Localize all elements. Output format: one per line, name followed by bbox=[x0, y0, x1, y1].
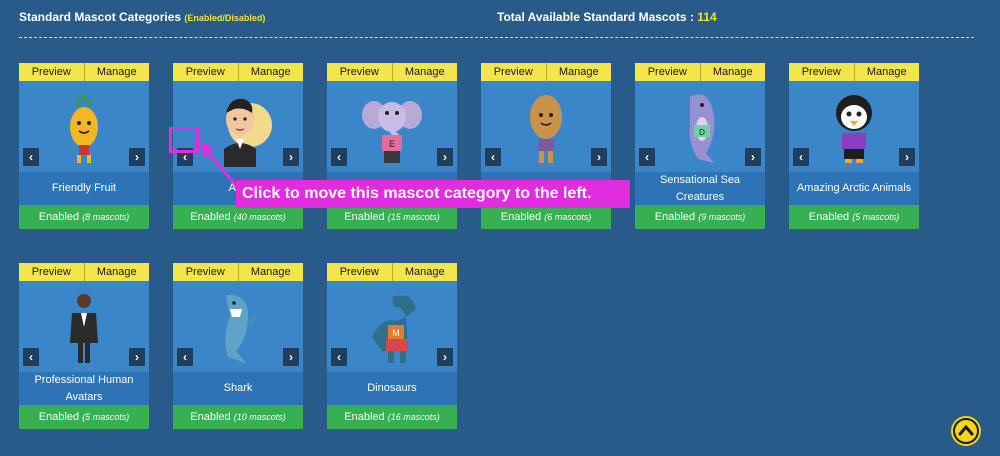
total-count: 114 bbox=[697, 10, 717, 24]
svg-text:M: M bbox=[392, 328, 400, 338]
categories-title: Standard Mascot Categories bbox=[19, 10, 182, 24]
header-divider bbox=[19, 37, 974, 38]
penguin-mascot-icon bbox=[836, 95, 872, 163]
preview-tab[interactable]: Preview bbox=[789, 63, 855, 81]
category-name: Sensational Sea Creatures bbox=[635, 172, 765, 205]
total-label: Total Available Standard Mascots : bbox=[497, 10, 694, 24]
preview-tab[interactable]: Preview bbox=[19, 63, 85, 81]
move-right-button[interactable]: › bbox=[437, 348, 453, 366]
highlight-box bbox=[169, 127, 199, 153]
elephant-mascot-icon: E bbox=[362, 101, 422, 163]
preview-tab[interactable]: Preview bbox=[173, 263, 239, 281]
tutorial-callout: Click to move this mascot category to th… bbox=[236, 180, 630, 208]
status-badge[interactable]: Enabled (16 mascots) bbox=[327, 405, 457, 429]
manage-tab[interactable]: Manage bbox=[250, 66, 291, 78]
manage-tab[interactable]: Manage bbox=[96, 66, 137, 78]
status-badge[interactable]: Enabled (40 mascots) bbox=[173, 205, 303, 229]
callout-arrow-icon bbox=[200, 142, 242, 191]
move-left-button[interactable]: ‹ bbox=[331, 148, 347, 166]
category-card: Preview Manage ‹ › Friendly Fruit Enabled… bbox=[19, 63, 149, 229]
manage-tab[interactable]: Manage bbox=[866, 66, 907, 78]
move-right-button[interactable]: › bbox=[591, 148, 607, 166]
manage-tab[interactable]: Manage bbox=[404, 266, 445, 278]
category-card: Preview Manage D ‹ › Sensational Sea Crea… bbox=[635, 63, 765, 229]
preview-tab[interactable]: Preview bbox=[481, 63, 547, 81]
shark-mascot-icon bbox=[225, 294, 258, 363]
preview-tab[interactable]: Preview bbox=[19, 263, 85, 281]
manage-tab[interactable]: Manage bbox=[558, 66, 599, 78]
status-badge[interactable]: Enabled (10 mascots) bbox=[173, 405, 303, 429]
move-left-button[interactable]: ‹ bbox=[485, 148, 501, 166]
move-right-button[interactable]: › bbox=[283, 348, 299, 366]
status-badge[interactable]: Enabled (6 mascots) bbox=[481, 205, 611, 229]
category-name: Dinosaurs bbox=[327, 372, 457, 405]
move-right-button[interactable]: › bbox=[745, 148, 761, 166]
category-card: Preview Manage ‹ › Professional Human Ava… bbox=[19, 263, 149, 429]
page-header: Standard Mascot Categories (Enabled/Disa… bbox=[19, 10, 975, 26]
category-name: Amazing Arctic Animals bbox=[789, 172, 919, 205]
preview-tab[interactable]: Preview bbox=[327, 263, 393, 281]
move-right-button[interactable]: › bbox=[283, 148, 299, 166]
category-name: Professional Human Avatars bbox=[19, 372, 149, 405]
move-right-button[interactable]: › bbox=[129, 348, 145, 366]
preview-tab[interactable]: Preview bbox=[327, 63, 393, 81]
move-left-button[interactable]: ‹ bbox=[177, 348, 193, 366]
category-card: Preview Manage ‹ › Amazing Arctic Animals… bbox=[789, 63, 919, 229]
status-badge[interactable]: Enabled (8 mascots) bbox=[19, 205, 149, 229]
avatar-man-mascot-icon bbox=[224, 98, 272, 167]
move-right-button[interactable]: › bbox=[899, 148, 915, 166]
move-left-button[interactable]: ‹ bbox=[793, 148, 809, 166]
scroll-to-top-button[interactable] bbox=[951, 416, 981, 446]
potato-mascot-icon bbox=[530, 95, 562, 163]
dolphin-mascot-icon: D bbox=[689, 94, 715, 163]
manage-tab[interactable]: Manage bbox=[250, 266, 291, 278]
dinosaur-mascot-icon: M bbox=[372, 295, 416, 363]
manage-tab[interactable]: Manage bbox=[712, 66, 753, 78]
move-left-button[interactable]: ‹ bbox=[23, 148, 39, 166]
categories-subtitle: (Enabled/Disabled) bbox=[184, 13, 266, 23]
category-card: Preview Manage M ‹ › Dinosaurs Enabled (1… bbox=[327, 263, 457, 429]
category-name: Shark bbox=[173, 372, 303, 405]
manage-tab[interactable]: Manage bbox=[404, 66, 445, 78]
category-name: Friendly Fruit bbox=[19, 172, 149, 205]
status-badge[interactable]: Enabled (15 mascots) bbox=[327, 205, 457, 229]
svg-text:E: E bbox=[389, 139, 395, 149]
status-badge[interactable]: Enabled (9 mascots) bbox=[635, 205, 765, 229]
svg-text:D: D bbox=[699, 128, 705, 137]
status-badge[interactable]: Enabled (5 mascots) bbox=[19, 405, 149, 429]
manage-tab[interactable]: Manage bbox=[96, 266, 137, 278]
status-badge[interactable]: Enabled (5 mascots) bbox=[789, 205, 919, 229]
preview-tab[interactable]: Preview bbox=[173, 63, 239, 81]
total-mascots: Total Available Standard Mascots : 114 bbox=[497, 10, 717, 24]
pineapple-mascot-icon bbox=[70, 91, 98, 163]
preview-tab[interactable]: Preview bbox=[635, 63, 701, 81]
chevron-up-icon bbox=[953, 418, 979, 444]
businessman-mascot-icon bbox=[70, 294, 98, 363]
move-left-button[interactable]: ‹ bbox=[23, 348, 39, 366]
move-right-button[interactable]: › bbox=[129, 148, 145, 166]
move-left-button[interactable]: ‹ bbox=[331, 348, 347, 366]
move-left-button[interactable]: ‹ bbox=[639, 148, 655, 166]
move-right-button[interactable]: › bbox=[437, 148, 453, 166]
category-card: Preview Manage ‹ › Shark Enabled (10 masc… bbox=[173, 263, 303, 429]
